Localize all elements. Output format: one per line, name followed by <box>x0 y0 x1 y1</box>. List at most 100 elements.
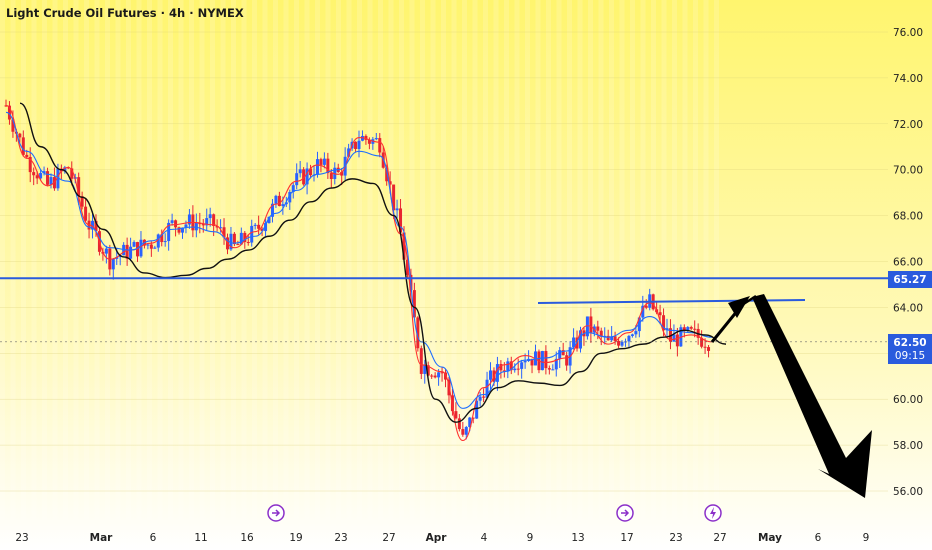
background-band <box>546 0 551 520</box>
candle-body <box>630 334 634 336</box>
candle-body <box>668 328 672 342</box>
event-lightning-icon[interactable] <box>704 504 722 522</box>
candle-body <box>399 208 403 233</box>
candle-body <box>457 418 461 430</box>
background-band <box>115 0 121 520</box>
y-tick-label: 56.00 <box>893 486 923 498</box>
background-band <box>577 0 583 520</box>
candle-body <box>540 351 544 371</box>
background-band <box>661 0 667 520</box>
event-arrow-icon[interactable] <box>616 504 634 522</box>
candle-body <box>707 347 711 351</box>
candle-body <box>558 350 562 359</box>
candle-body <box>170 220 174 223</box>
candle-body <box>25 154 29 157</box>
candle-body <box>80 196 84 207</box>
background-band <box>483 0 488 520</box>
candle-body <box>239 232 243 245</box>
candle-body <box>464 427 468 435</box>
y-tick-label: 64.00 <box>893 302 923 314</box>
candle-body <box>347 148 351 157</box>
y-tick-label: 70.00 <box>893 165 923 177</box>
candle-body <box>18 133 22 138</box>
event-arrow-icon[interactable] <box>267 504 285 522</box>
candle-body <box>499 364 503 371</box>
x-tick-label: 17 <box>620 532 633 544</box>
candle-body <box>405 259 409 275</box>
x-tick-label: 23 <box>15 532 28 544</box>
background-band <box>514 0 520 520</box>
projection-up-arrowhead[interactable] <box>728 296 750 318</box>
candle-body <box>374 138 378 140</box>
background-band <box>52 0 58 520</box>
x-tick-label: 6 <box>815 532 822 544</box>
background-band <box>105 0 110 520</box>
candle-body <box>675 334 679 347</box>
background-band <box>283 0 289 520</box>
candle-body <box>613 336 617 341</box>
background-band <box>0 0 5 520</box>
background-band <box>294 0 299 520</box>
candle-body <box>11 119 15 132</box>
candle-body <box>160 234 164 243</box>
background-band <box>336 0 341 520</box>
candle-body <box>596 326 600 331</box>
candle-body <box>357 140 361 149</box>
candle-body <box>599 330 603 337</box>
background-band <box>378 0 383 520</box>
background-band <box>157 0 163 520</box>
background-band <box>63 0 68 520</box>
candle-body <box>617 340 621 346</box>
candle-body <box>489 370 493 380</box>
x-tick-label: 11 <box>194 532 207 544</box>
candle-body <box>232 233 236 245</box>
candle-body <box>187 214 191 225</box>
slow-moving-average-line <box>19 102 727 423</box>
candle-body <box>606 335 610 341</box>
candle-body <box>104 248 108 254</box>
background-band <box>714 0 719 520</box>
candle-body <box>174 220 178 228</box>
background-band <box>262 0 268 520</box>
candle-body <box>84 206 88 221</box>
background-band <box>451 0 457 520</box>
candle-body <box>513 368 517 371</box>
candle-body <box>21 137 25 155</box>
candle-body <box>585 316 589 337</box>
candle-body <box>122 244 126 256</box>
background-band <box>304 0 310 520</box>
background-band <box>315 0 320 520</box>
candle-body <box>392 184 396 211</box>
candle-body <box>46 171 50 185</box>
candle-body <box>329 173 333 179</box>
candle-body <box>322 158 326 165</box>
candle-body <box>703 346 707 348</box>
candle-body <box>686 327 690 331</box>
candle-body <box>222 227 226 238</box>
candle-body <box>305 168 309 185</box>
candle-body <box>153 247 157 249</box>
x-tick-label: 4 <box>481 532 488 544</box>
candle-body <box>485 379 489 398</box>
background-band <box>325 0 331 520</box>
candle-body <box>482 396 486 398</box>
candle-body <box>253 224 257 226</box>
background-band <box>210 0 215 520</box>
candle-body <box>39 173 43 179</box>
last-price-tag: 62.50 <box>888 334 932 351</box>
candle-body <box>385 167 389 182</box>
candle-body <box>444 372 448 380</box>
background-band <box>535 0 541 520</box>
background-band <box>640 0 646 520</box>
y-tick-label: 72.00 <box>893 119 923 131</box>
projection-down-arrow[interactable] <box>752 294 872 498</box>
background-band <box>199 0 205 520</box>
candle-body <box>212 214 216 227</box>
x-tick-label: Apr <box>426 532 448 544</box>
candle-body <box>129 246 133 259</box>
candle-body <box>402 232 406 260</box>
candle-body <box>509 361 513 371</box>
mid-moving-average-line <box>5 111 713 409</box>
candle-body <box>478 396 482 401</box>
